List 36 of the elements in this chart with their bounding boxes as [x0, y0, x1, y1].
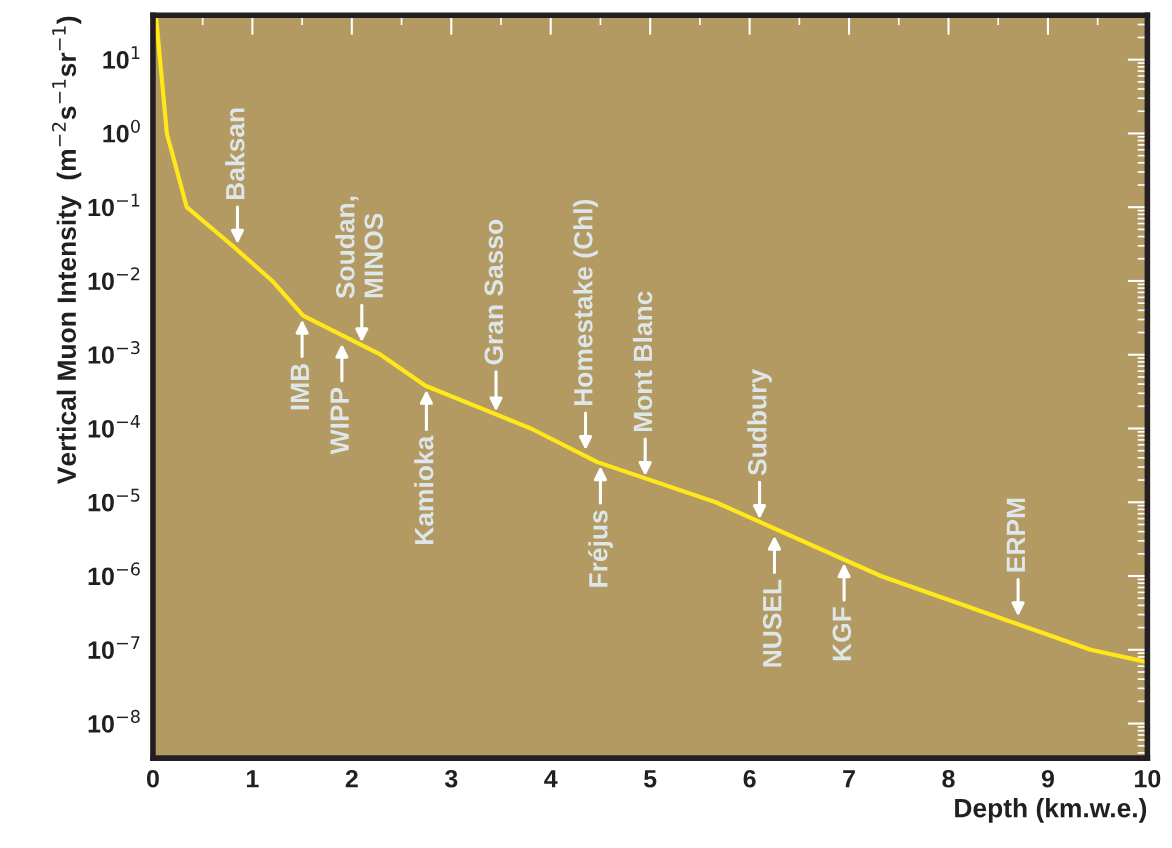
annotation: Baksan: [225, 108, 245, 199]
x-tick-label: 6: [743, 769, 756, 788]
y-tick-label: 10$^{−1}$: [88, 193, 140, 217]
y-tick-label: 10$^{−4}$: [88, 415, 140, 438]
x-tick-label: 7: [843, 770, 855, 788]
y-tick-label: 10$^{−3}$: [88, 341, 140, 364]
x-tick-label: 0: [146, 769, 159, 788]
annotation: Kamioka: [414, 435, 434, 544]
x-tick-label: 9: [1041, 769, 1054, 788]
y-axis-title: Vertical Muon Intensity (m$^{−2}$s$^{−1}$sr$^{−1}$): [51, 16, 82, 485]
x-tick-label: 4: [544, 770, 558, 788]
annotation: WIPP: [330, 387, 349, 455]
annotation: Mont Blanc: [632, 291, 653, 432]
y-tick-label: 10$^{0}$: [103, 119, 140, 143]
annotation: IMB: [290, 363, 309, 410]
annotation: KGF: [832, 607, 852, 661]
y-tick-label: 10$^{1}$: [103, 46, 140, 69]
y-tick-label: 10$^{−7}$: [88, 636, 140, 659]
annotation: NUSEL: [762, 579, 782, 667]
y-tick-label: 10$^{−6}$: [88, 562, 140, 586]
x-tick-label: 2: [345, 769, 358, 788]
y-tick-label: 10$^{−5}$: [88, 488, 140, 512]
x-tick-label: 8: [942, 769, 955, 788]
annotation: Soudan, MINOS: [335, 196, 384, 299]
x-tick-label: 1: [247, 770, 259, 788]
x-tick-label: 3: [444, 769, 458, 788]
x-tick-label: 10: [1135, 769, 1161, 788]
y-tick-label: 10$^{−2}$: [88, 267, 140, 291]
annotation: Sudbury: [747, 369, 772, 476]
annotation: Homestake (Chl): [573, 199, 598, 406]
annotation: ERPM: [1006, 498, 1025, 572]
x-axis-title: Depth (km.w.e.): [955, 798, 1147, 823]
annotation: Gran Sasso: [484, 219, 504, 365]
y-tick-label: 10$^{−8}$: [88, 709, 140, 733]
x-tick-label: 5: [643, 770, 657, 788]
annotation: Fréjus: [588, 510, 613, 587]
